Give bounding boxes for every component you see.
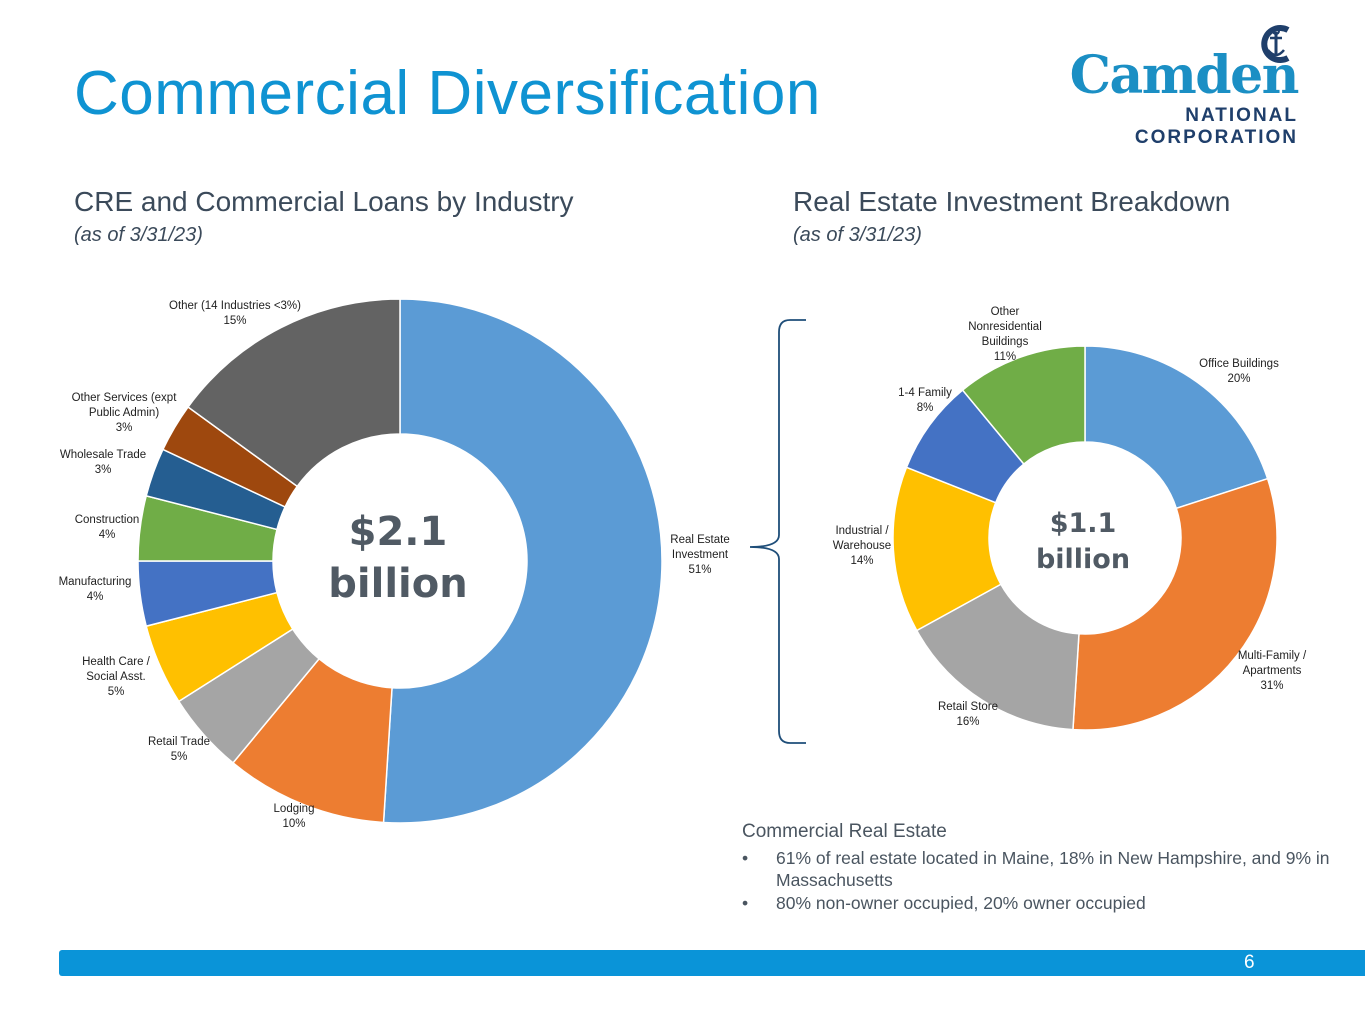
slice-label: Other Nonresidential Buildings 11% — [968, 306, 1042, 363]
cre-bullet-text: 61% of real estate located in Maine, 18%… — [776, 848, 1330, 890]
donut-slice — [382, 298, 663, 824]
slice-label: Health Care / Social Asst. 5% — [82, 656, 151, 698]
industry-donut-chart: Real Estate Investment 51% Lodging 10% Retail… — [59, 298, 730, 830]
logo-line-national: NATIONAL — [1185, 105, 1298, 126]
page-title: Commercial Diversification — [74, 59, 821, 128]
slice-label: Retail Trade 5% — [148, 736, 210, 763]
logo-wordmark: Camden — [1069, 45, 1300, 106]
slice-label: Other (14 Industries <3%) 15% — [169, 300, 301, 327]
slice-label: Lodging 10% — [274, 803, 315, 830]
company-logo: Camden NATIONAL CORPORATION — [1070, 22, 1300, 150]
donut-slice — [915, 583, 1080, 731]
commercial-real-estate-notes: Commercial Real Estate • 61% of real esta… — [742, 821, 1342, 915]
footer-bar — [59, 950, 1365, 976]
right-chart-subtitle: (as of 3/31/23) — [793, 224, 922, 246]
donut-slice — [1084, 345, 1269, 510]
slice-label: Retail Store 16% — [938, 701, 998, 728]
donut-slice — [186, 298, 401, 488]
cre-bullet: • 61% of real estate located in Maine, 18… — [742, 847, 1342, 891]
donut-slice — [961, 345, 1086, 466]
page-number: 6 — [1244, 952, 1255, 973]
left-chart-title: CRE and Commercial Loans by Industry — [74, 186, 574, 217]
slice-label: Real Estate Investment 51% — [670, 534, 729, 576]
slice-label: Manufacturing 4% — [59, 576, 132, 603]
donut-slice — [1072, 477, 1278, 731]
cre-bullet-text: 80% non-owner occupied, 20% owner occupi… — [776, 893, 1146, 913]
center-total-label: billion — [1036, 544, 1130, 575]
slice-label: Industrial / Warehouse 14% — [833, 525, 891, 567]
slice-label: Office Buildings 20% — [1199, 358, 1279, 385]
cre-bullet: • 80% non-owner occupied, 20% owner occup… — [742, 892, 1342, 914]
anchor-icon — [1261, 25, 1290, 63]
slice-label: Other Services (expt Public Admin) 3% — [72, 392, 178, 434]
right-chart-title: Real Estate Investment Breakdown — [793, 186, 1231, 217]
center-total-label: $1.1 — [1050, 508, 1117, 539]
logo-line-corporation: CORPORATION — [1134, 127, 1298, 148]
cre-heading: Commercial Real Estate — [742, 821, 947, 842]
slice-label: Construction 4% — [75, 514, 140, 541]
slice-label: Wholesale Trade 3% — [60, 449, 146, 476]
bracket-connector — [749, 319, 806, 744]
bullet-dot: • — [742, 893, 749, 913]
slice-label: 1-4 Family 8% — [898, 387, 952, 414]
slice-label: Multi-Family / Apartments 31% — [1238, 650, 1307, 692]
center-total-label: billion — [328, 561, 467, 607]
bullet-dot: • — [742, 848, 749, 868]
left-chart-subtitle: (as of 3/31/23) — [74, 224, 203, 246]
center-total-label: $2.1 — [349, 509, 448, 555]
cre-bullet-list: • 61% of real estate located in Maine, 18… — [742, 847, 1342, 914]
real-estate-donut-chart: Office Buildings 20% Multi-Family / Apartme… — [833, 306, 1307, 731]
